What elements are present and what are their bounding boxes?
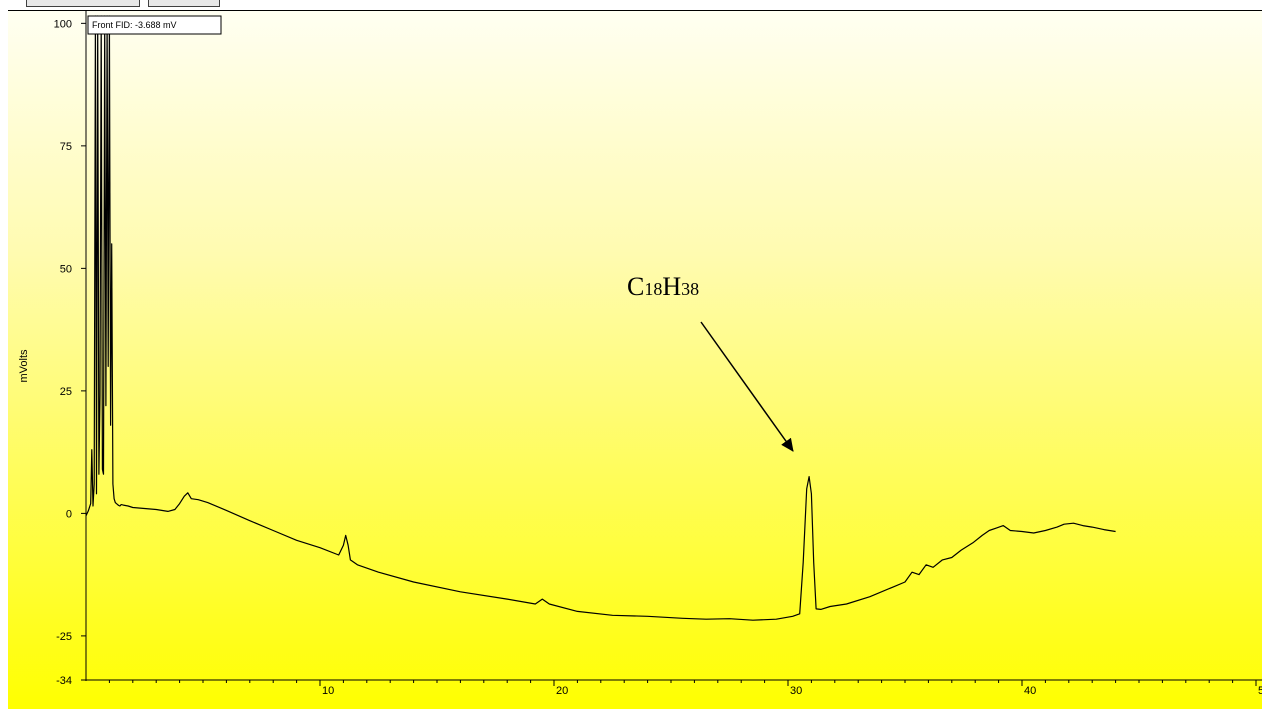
y-tick-label: 0 (66, 508, 72, 520)
y-tick-label: 25 (60, 386, 72, 398)
y-tick-label: 50 (60, 263, 72, 275)
toolbar-tab-stub[interactable] (26, 0, 140, 7)
chromatogram-trace (85, 15, 1116, 621)
cursor-readout: Front FID: -3.688 mV (87, 15, 222, 35)
x-tick-label: 10 (322, 685, 334, 697)
annotation-sub2: 38 (681, 279, 699, 299)
axes-group (85, 10, 1262, 681)
toolbar-tab-stub[interactable] (148, 0, 220, 7)
y-axis-label: mVolts (18, 349, 30, 383)
y-tick-label: 100 (54, 18, 72, 30)
top-toolbar-strip (0, 0, 1262, 10)
annotation-arrow (700, 321, 794, 452)
annotation-sub1: 18 (644, 279, 662, 299)
x-tick-label: 20 (556, 685, 568, 697)
cursor-readout-box (87, 15, 222, 35)
y-tick-label: -25 (56, 631, 72, 643)
x-tick-label: 30 (790, 685, 802, 697)
y-axis-ticks: 100 75 50 25 0 -25 -34 (54, 18, 86, 687)
y-tick-label: 75 (60, 141, 72, 153)
annotation-c: C (627, 272, 644, 301)
x-axis-ticks: 10 20 30 40 50 (108, 680, 1262, 697)
x-tick-label: 50 (1258, 685, 1262, 697)
peak-annotation: C18H38 (627, 272, 794, 452)
cursor-readout-text: Front FID: -3.688 mV (92, 20, 177, 30)
peak-annotation-label: C18H38 (627, 272, 699, 301)
plot-background (8, 10, 1262, 709)
annotation-h: H (662, 272, 681, 301)
y-tick-label: -34 (56, 675, 72, 687)
x-tick-label: 40 (1024, 685, 1036, 697)
